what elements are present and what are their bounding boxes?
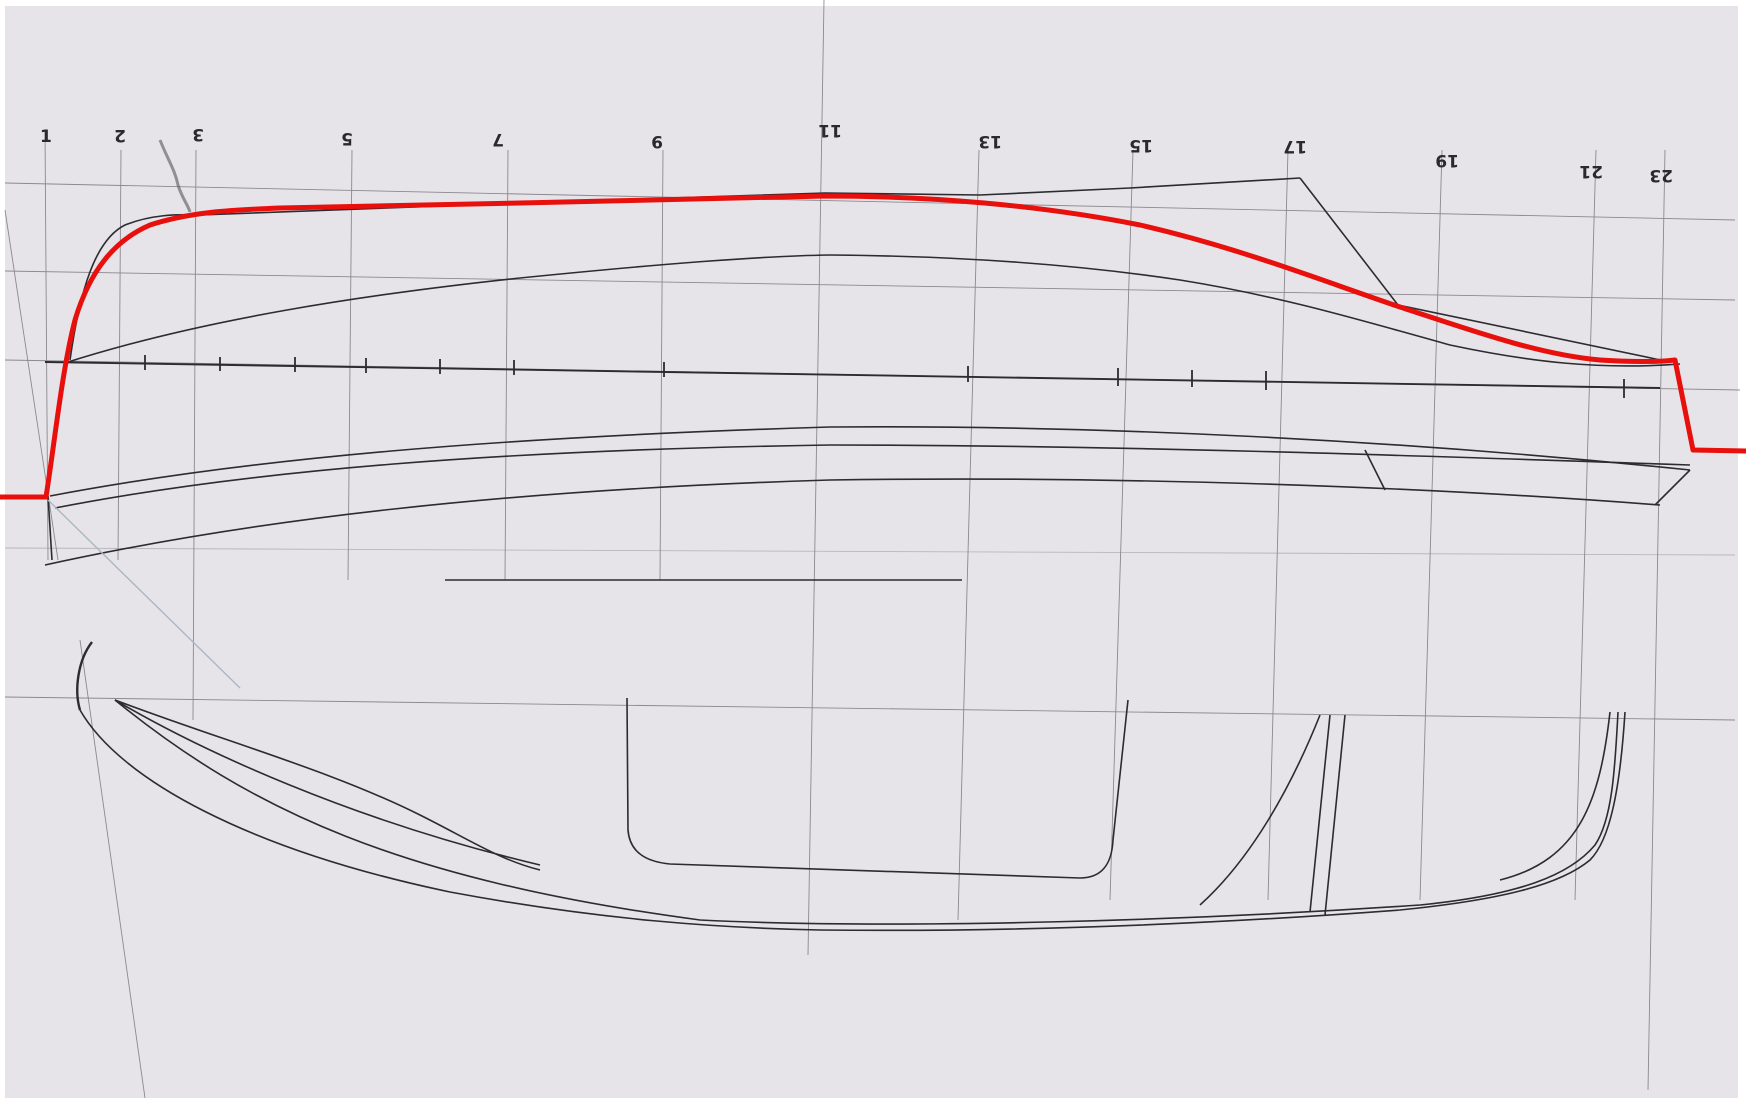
profile-baseline: [44, 361, 1661, 389]
bow-arc: [76, 641, 93, 711]
reference-line-faint: [4, 547, 1736, 556]
station-label-7: 7: [492, 129, 504, 149]
station-line-17: [1267, 149, 1289, 901]
station-line-15: [1109, 149, 1134, 901]
station-line-3: [192, 149, 197, 721]
slanted-reference-line: [79, 639, 146, 1098]
station-label-17: 17: [1283, 136, 1307, 156]
faint-diagonal-line: [47, 499, 241, 689]
station-label-23: 23: [1649, 165, 1673, 185]
stem-bottom-line: [47, 495, 53, 561]
station-label-2: 2: [114, 125, 126, 145]
sheer-line-pencil: [69, 177, 1301, 361]
station-line-11: [807, 0, 825, 956]
diagonal-curve-2: [114, 699, 541, 871]
plan-view: [76, 641, 1626, 932]
station-line-23: [1647, 149, 1666, 1091]
outer-halfbreadth-curve: [79, 709, 1626, 932]
image-border-right: [1738, 0, 1746, 1098]
chine-curve-line: [67, 254, 1681, 367]
station-line-5: [347, 149, 353, 581]
station-line-21: [1574, 149, 1597, 901]
pencil-scribble: [158, 139, 192, 213]
reference-line-sheer-top: [4, 182, 1736, 221]
profile-view: [44, 177, 1691, 581]
transom-curve: [1499, 711, 1611, 881]
station-label-21: 21: [1579, 161, 1603, 181]
construction-grid: [4, 0, 1741, 1098]
station-label-11: 11: [818, 120, 842, 140]
reference-line-halfbreadth: [4, 696, 1736, 721]
image-border-left: [0, 0, 5, 1098]
inner-halfbreadth-curve: [114, 699, 1619, 925]
station-labels: 1 2 3 5 7 9 11 13 15 17 19 21 23: [40, 120, 1673, 185]
diagonal-curve-3: [1199, 714, 1321, 906]
station-label-19: 19: [1435, 150, 1459, 170]
station-line-19: [1419, 149, 1443, 901]
station-line-7: [504, 149, 509, 581]
stern-short-line: [1654, 469, 1691, 506]
station-label-13: 13: [978, 131, 1002, 151]
station-label-1: 1: [40, 127, 52, 147]
station-label-3: 3: [192, 124, 204, 144]
stem-rake-line: [4, 209, 59, 561]
plan-vertical-line-1: [1309, 714, 1331, 913]
station-line-9: [659, 149, 664, 581]
station-line-2: [117, 149, 122, 561]
cockpit-outline: [626, 697, 1129, 879]
red-traced-outline: [0, 193, 1746, 500]
reference-line-upper: [4, 270, 1736, 301]
rudder-short-line: [1364, 449, 1386, 491]
lower-hull-curve-2: [54, 444, 1691, 509]
station-label-5: 5: [341, 128, 353, 148]
keel-curve: [44, 478, 1661, 566]
station-label-15: 15: [1129, 135, 1153, 155]
station-line-13: [957, 149, 980, 921]
station-label-9: 9: [651, 131, 663, 151]
diagonal-curve-1: [114, 699, 541, 866]
image-border-top: [0, 0, 1746, 6]
plan-vertical-line-2: [1324, 714, 1346, 916]
baseline-ticks: [144, 355, 1625, 398]
lower-hull-curve-1: [49, 426, 1691, 497]
